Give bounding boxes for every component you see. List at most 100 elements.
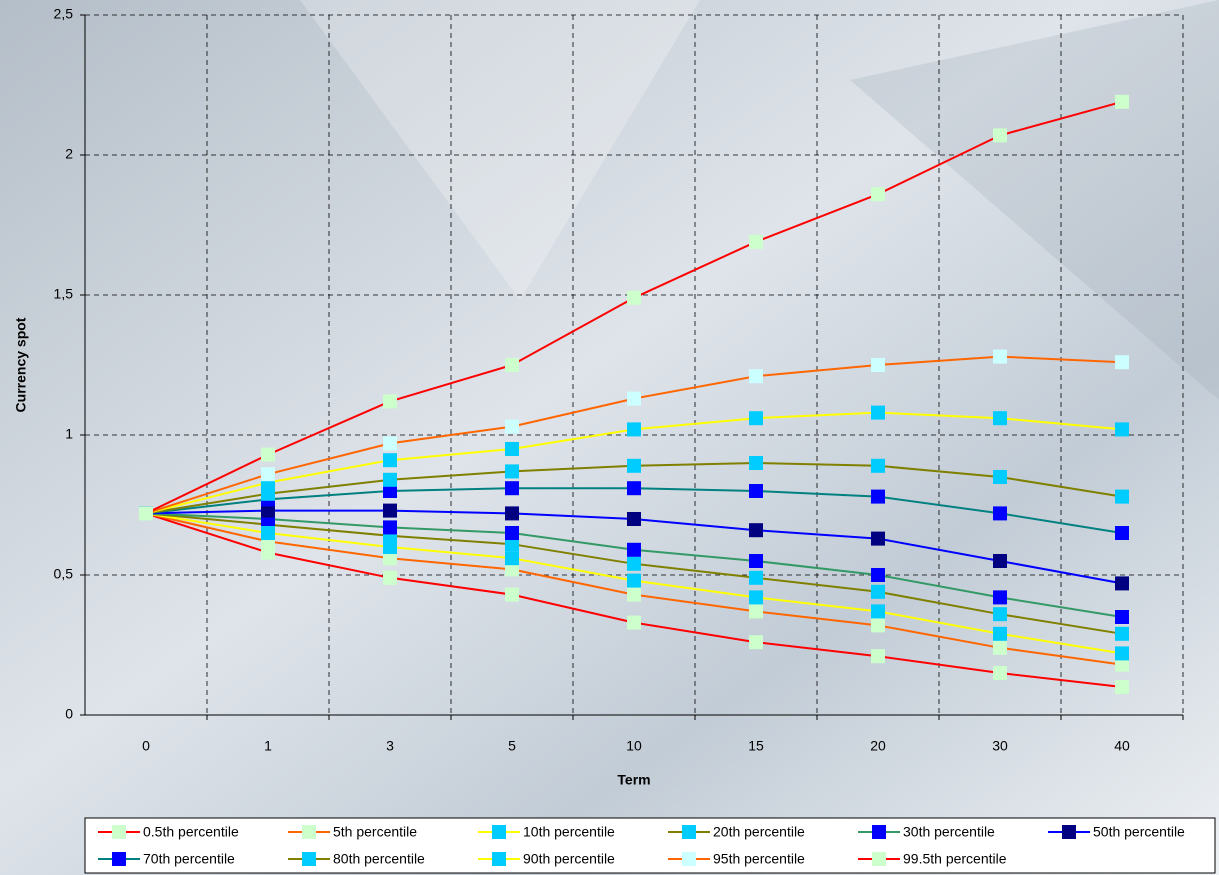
marker [505, 551, 519, 565]
marker [871, 568, 885, 582]
marker [1115, 680, 1129, 694]
x-tick-label: 10 [626, 738, 642, 754]
marker [505, 464, 519, 478]
legend-marker [302, 825, 316, 839]
legend-label: 20th percentile [713, 824, 805, 840]
marker [871, 585, 885, 599]
marker [505, 481, 519, 495]
marker [627, 459, 641, 473]
marker [1115, 646, 1129, 660]
marker [749, 523, 763, 537]
y-tick-label: 1 [65, 426, 73, 442]
legend-label: 10th percentile [523, 824, 615, 840]
marker [749, 369, 763, 383]
legend-marker [112, 852, 126, 866]
legend-marker [682, 825, 696, 839]
x-tick-label: 30 [992, 738, 1008, 754]
marker [993, 128, 1007, 142]
y-tick-label: 0 [65, 706, 73, 722]
marker [993, 411, 1007, 425]
x-tick-label: 5 [508, 738, 516, 754]
marker [993, 350, 1007, 364]
marker [505, 358, 519, 372]
marker [505, 588, 519, 602]
x-axis-title: Term [617, 772, 650, 788]
marker [871, 358, 885, 372]
marker [1115, 422, 1129, 436]
marker [1115, 610, 1129, 624]
marker [749, 235, 763, 249]
marker [993, 641, 1007, 655]
marker [627, 588, 641, 602]
legend-marker [302, 852, 316, 866]
x-tick-label: 1 [264, 738, 272, 754]
marker [993, 607, 1007, 621]
marker [749, 411, 763, 425]
marker [749, 635, 763, 649]
marker [749, 590, 763, 604]
legend-marker [112, 825, 126, 839]
marker [871, 490, 885, 504]
marker [505, 420, 519, 434]
legend-label: 5th percentile [333, 824, 417, 840]
marker [1115, 526, 1129, 540]
marker [1115, 627, 1129, 641]
marker [871, 649, 885, 663]
marker [749, 484, 763, 498]
marker [383, 504, 397, 518]
marker [749, 554, 763, 568]
marker [383, 473, 397, 487]
legend-label: 70th percentile [143, 851, 235, 867]
marker [383, 571, 397, 585]
marker [261, 467, 275, 481]
y-tick-label: 0,5 [54, 566, 74, 582]
legend-box [85, 818, 1215, 873]
marker [1115, 490, 1129, 504]
marker [627, 392, 641, 406]
marker [627, 422, 641, 436]
y-tick-label: 2 [65, 146, 73, 162]
marker [993, 627, 1007, 641]
marker [871, 532, 885, 546]
legend-label: 95th percentile [713, 851, 805, 867]
marker [871, 406, 885, 420]
marker [871, 618, 885, 632]
legend-label: 90th percentile [523, 851, 615, 867]
marker [139, 506, 153, 520]
legend-marker [1062, 825, 1076, 839]
marker [627, 512, 641, 526]
marker [383, 436, 397, 450]
marker [383, 520, 397, 534]
marker [383, 394, 397, 408]
marker [505, 526, 519, 540]
x-tick-label: 3 [386, 738, 394, 754]
marker [871, 459, 885, 473]
marker [505, 442, 519, 456]
legend-marker [492, 825, 506, 839]
marker [627, 574, 641, 588]
marker [505, 506, 519, 520]
legend-label: 50th percentile [1093, 824, 1185, 840]
legend-label: 0.5th percentile [143, 824, 239, 840]
legend-marker [492, 852, 506, 866]
legend-label: 30th percentile [903, 824, 995, 840]
marker [627, 481, 641, 495]
y-tick-label: 2,5 [54, 6, 74, 22]
marker [1115, 355, 1129, 369]
marker [871, 187, 885, 201]
marker [627, 557, 641, 571]
legend-label: 99.5th percentile [903, 851, 1007, 867]
marker [383, 453, 397, 467]
marker [993, 554, 1007, 568]
marker [627, 543, 641, 557]
legend-marker [682, 852, 696, 866]
x-tick-label: 15 [748, 738, 764, 754]
x-tick-label: 0 [142, 738, 150, 754]
x-tick-label: 40 [1114, 738, 1130, 754]
marker [993, 590, 1007, 604]
marker [1115, 576, 1129, 590]
marker [993, 470, 1007, 484]
marker [627, 291, 641, 305]
marker [993, 666, 1007, 680]
y-axis-title: Currency spot [13, 317, 29, 412]
